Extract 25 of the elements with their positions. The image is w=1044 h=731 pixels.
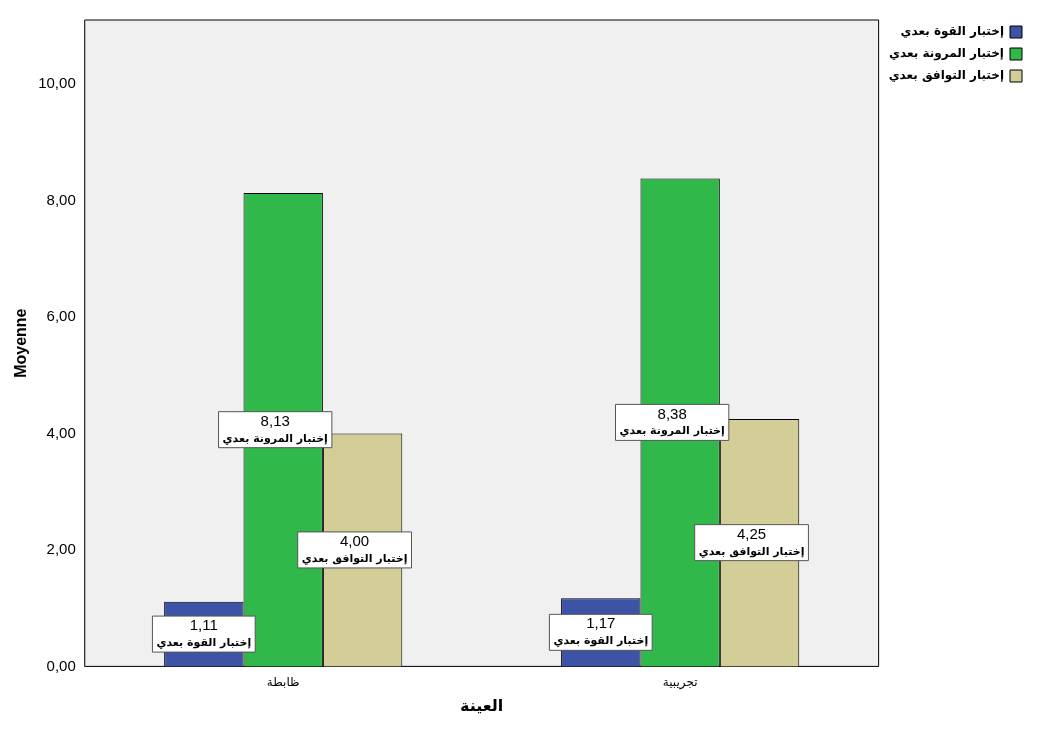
- data-label: 4,00: [340, 532, 370, 550]
- text: إختبار المرونة بعدي: [619, 424, 725, 438]
- legend-label: إختبار التوافق بعدي: [888, 68, 1004, 84]
- y-axis-title: Moyenne: [12, 308, 30, 378]
- x-tick-label: تجريبية: [662, 674, 698, 690]
- data-label: 4,25: [736, 524, 767, 542]
- data-label: 8,38: [657, 404, 687, 422]
- y-tick-label: 10,00: [38, 74, 76, 92]
- y-tick-label: 4,00: [46, 423, 76, 441]
- text: إختبار التوافق بعدي: [301, 551, 408, 565]
- text: إختبار القوة بعدي: [156, 635, 252, 649]
- data-label: 8,13: [260, 411, 290, 429]
- legend-label: إختبار القوة بعدي: [900, 24, 1004, 40]
- x-axis-title: العينة: [460, 695, 504, 715]
- legend-label: إختبار المرونة بعدي: [889, 46, 1004, 62]
- x-tick-label: ظابطة: [266, 674, 300, 689]
- data-label: 1,11: [189, 616, 218, 634]
- y-tick-label: 6,00: [46, 307, 76, 325]
- text: إختبار المرونة بعدي: [222, 431, 328, 445]
- y-tick-label: 2,00: [46, 540, 76, 558]
- text: إختبار التوافق بعدي: [698, 544, 805, 558]
- text: إختبار القوة بعدي: [553, 634, 649, 648]
- data-label: 1,17: [586, 614, 616, 632]
- y-tick-label: 8,00: [46, 190, 76, 208]
- y-tick-label: 0,00: [46, 656, 76, 674]
